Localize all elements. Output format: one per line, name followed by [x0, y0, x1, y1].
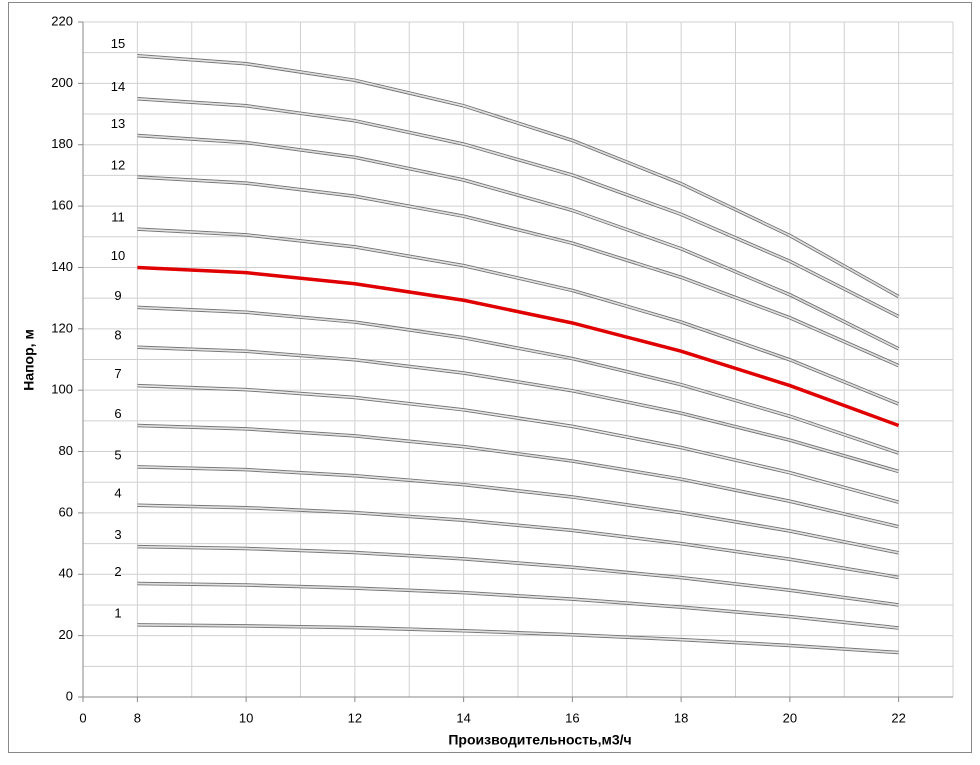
x-tick-label: 22 — [891, 710, 905, 725]
curve-tint — [137, 504, 899, 578]
curve-label: 2 — [114, 564, 121, 579]
curve-tint — [137, 228, 899, 405]
curve-label: 7 — [114, 366, 121, 381]
curve-tint — [137, 385, 899, 503]
y-tick-label: 0 — [66, 688, 73, 703]
y-tick-label: 220 — [51, 13, 73, 28]
x-tick-label: 0 — [79, 710, 86, 725]
y-tick-label: 140 — [51, 259, 73, 274]
curve-tint — [137, 55, 899, 297]
x-tick-label: 12 — [348, 710, 362, 725]
y-tick-label: 20 — [59, 627, 73, 642]
curve-tint — [137, 307, 899, 454]
curve-tint — [137, 624, 899, 653]
curve-label: 10 — [111, 248, 125, 263]
x-tick-label: 10 — [239, 710, 253, 725]
curve-tint — [137, 135, 899, 350]
x-tick-label: 14 — [456, 710, 470, 725]
x-tick-label: 8 — [134, 710, 141, 725]
y-tick-label: 80 — [59, 443, 73, 458]
y-tick-label: 160 — [51, 198, 73, 213]
curve-label: 5 — [114, 447, 121, 462]
curve-tint — [137, 346, 899, 472]
curve-label: 8 — [114, 328, 121, 343]
y-tick-label: 40 — [59, 566, 73, 581]
curve-label: 13 — [111, 116, 125, 131]
y-tick-label: 120 — [51, 320, 73, 335]
curve-label: 6 — [114, 406, 121, 421]
curve-tint — [137, 546, 899, 606]
curve-label: 3 — [114, 527, 121, 542]
y-tick-label: 60 — [59, 504, 73, 519]
curve-label: 14 — [111, 79, 125, 94]
y-tick-label: 100 — [51, 382, 73, 397]
curve-label: 11 — [111, 210, 125, 225]
curve — [137, 265, 900, 428]
curve-label: 9 — [114, 288, 121, 303]
y-tick-label: 180 — [51, 136, 73, 151]
x-tick-label: 16 — [565, 710, 579, 725]
x-tick-label: 20 — [783, 710, 797, 725]
curve-label: 15 — [111, 36, 125, 51]
x-axis-title: Производительность,м3/ч — [448, 732, 631, 748]
curve-label: 1 — [114, 605, 121, 620]
y-tick-label: 200 — [51, 75, 73, 90]
chart-frame — [8, 2, 972, 753]
curve-tint — [137, 583, 899, 629]
y-axis-title: Напор, м — [21, 329, 37, 391]
curve-tint — [137, 466, 899, 554]
x-tick-label: 18 — [674, 710, 688, 725]
curve-tint — [137, 176, 899, 366]
curve-tint — [137, 425, 899, 528]
curve-tint — [137, 98, 899, 317]
curve-label: 4 — [114, 486, 121, 501]
curve-label: 12 — [111, 157, 125, 172]
